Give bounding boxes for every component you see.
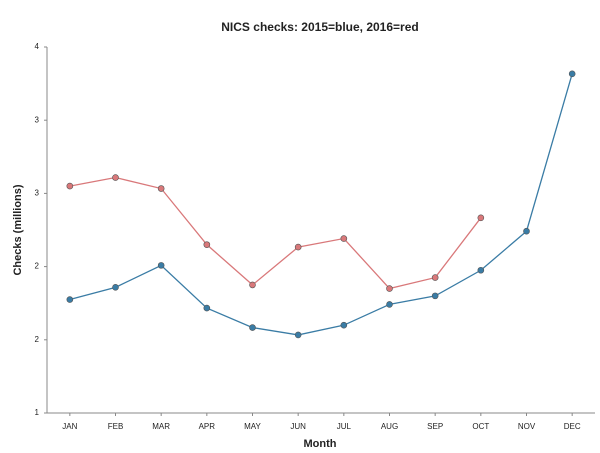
data-point [523, 227, 530, 235]
x-tick-label: APR [199, 422, 216, 431]
data-point [477, 266, 485, 274]
data-point [431, 274, 439, 281]
data-point [294, 331, 302, 339]
data-point [157, 262, 165, 269]
x-tick-label: AUG [381, 422, 398, 431]
y-axis-label: Checks (millions) [12, 184, 24, 275]
data-point [249, 324, 256, 331]
series-line [69, 176, 482, 290]
data-point [66, 182, 74, 190]
data-point [568, 70, 576, 78]
y-tick-label: 2 [35, 335, 40, 344]
data-point [249, 281, 256, 289]
x-tick-label: JUL [337, 422, 352, 431]
data-point [203, 241, 211, 248]
chart-title: NICS checks: 2015=blue, 2016=red [221, 20, 418, 34]
data-point [477, 214, 485, 222]
y-tick-label: 3 [35, 115, 40, 124]
x-tick-label: OCT [472, 422, 489, 431]
data-point [112, 174, 119, 181]
x-axis-label: Month [304, 438, 337, 450]
y-tick-label: 4 [35, 42, 40, 51]
data-point [431, 292, 439, 300]
x-tick-label: DEC [564, 422, 581, 431]
data-point [386, 301, 393, 308]
y-tick-label: 1 [35, 408, 40, 417]
data-point [294, 243, 302, 251]
x-tick-label: JUN [290, 422, 306, 431]
x-tick-label: NOV [518, 422, 536, 431]
data-point [157, 185, 165, 192]
data-point [203, 304, 211, 312]
x-tick-label: MAR [152, 422, 170, 431]
x-tick-label: SEP [427, 422, 443, 431]
x-tick-label: FEB [108, 422, 124, 431]
data-point [386, 285, 393, 292]
data-point [112, 284, 119, 291]
x-tick-label: MAY [244, 422, 261, 431]
data-point [340, 321, 348, 329]
data-point [66, 296, 74, 303]
y-tick-label: 2 [35, 262, 40, 271]
series-line [69, 73, 573, 336]
y-tick-label: 3 [35, 189, 40, 198]
x-tick-label: JAN [62, 422, 77, 431]
data-point [340, 235, 348, 242]
